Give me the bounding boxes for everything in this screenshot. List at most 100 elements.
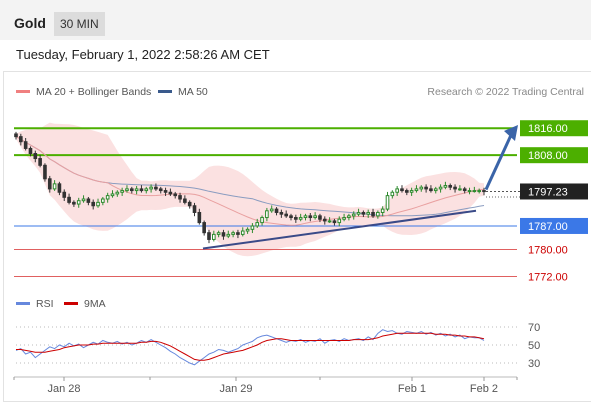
candle-body (105, 195, 110, 200)
price-plot: 1816.00 1808.00 1787.00 1780.00 1772.00 1797.… (14, 120, 588, 284)
x-tick-label: Feb 2 (470, 383, 498, 395)
candle-body (149, 186, 153, 190)
rsi-legend-label: RSI (36, 298, 54, 310)
candle-body (240, 230, 245, 235)
candle-body (303, 215, 308, 219)
candle-body (313, 215, 317, 219)
candle-body (255, 222, 260, 227)
candle-body (366, 211, 371, 215)
candle-body (429, 188, 433, 192)
level-label-1816.00: 1816.00 (528, 123, 568, 135)
candle-body (467, 190, 472, 193)
candle-body (62, 191, 67, 198)
candle-body (458, 188, 462, 191)
candle-body (207, 232, 211, 240)
chart-datetime: Tuesday, February 1, 2022 2:58:26 AM CET (16, 47, 270, 62)
candle-body (414, 188, 419, 192)
candle-body (115, 191, 120, 195)
candle-body (226, 233, 231, 237)
x-axis: Jan 28 Jan 29 Feb 1 Feb 2 (13, 376, 518, 395)
rsi-tick-70: 70 (528, 322, 540, 334)
level-label-1772.00: 1772.00 (528, 272, 568, 284)
ma20-legend-swatch (16, 90, 30, 93)
level-label-1808.00: 1808.00 (528, 150, 568, 162)
candle-body (236, 232, 240, 235)
candle-body (380, 208, 385, 213)
candle-body (38, 158, 42, 166)
candle-body (168, 191, 173, 195)
rsi-ma-line (16, 332, 485, 361)
candle-body (28, 147, 33, 154)
candle-body (23, 141, 28, 149)
candle-body (477, 190, 481, 193)
candle-body (453, 186, 457, 190)
candle-body (76, 200, 81, 205)
candle-body (400, 188, 404, 192)
ma9-legend-label: 9MA (84, 298, 106, 310)
candle-body (139, 188, 144, 192)
level-label-1787.00: 1787.00 (528, 221, 568, 233)
candle-body (351, 213, 356, 217)
candle-body (462, 188, 467, 192)
candle-body (448, 185, 453, 188)
candle-body (294, 217, 298, 220)
ma50-legend-label: MA 50 (178, 86, 208, 98)
x-tick-label: Feb 1 (398, 383, 426, 395)
last-price-label: 1797.23 (528, 186, 568, 198)
trend-line (202, 209, 477, 250)
candle-body (52, 183, 57, 190)
candle-body (424, 186, 428, 190)
candle-body (67, 196, 71, 203)
candle-body (245, 228, 250, 232)
candle-body (187, 201, 192, 207)
candle-body (216, 232, 221, 235)
candle-body (284, 213, 288, 217)
candle-body (86, 198, 91, 203)
level-label-1780.00: 1780.00 (528, 245, 568, 257)
candle-body (385, 195, 390, 210)
candle-body (96, 201, 100, 207)
symbol-title: Gold (14, 15, 46, 31)
candle-body (197, 211, 202, 224)
projection-arrow-shaft (484, 132, 514, 191)
candle-body (19, 136, 23, 143)
rsi-line (15, 329, 485, 366)
candle-body (347, 215, 351, 219)
ma50-legend-swatch (158, 90, 172, 93)
candle-body (178, 195, 182, 200)
candle-body (274, 208, 279, 213)
candle-body (279, 211, 284, 215)
projection-arrow-head (504, 124, 518, 141)
x-tick-label: Jan 28 (47, 383, 80, 395)
candle-body (419, 186, 424, 190)
candle-body (154, 186, 158, 190)
candle-body (327, 220, 332, 223)
candle-body (125, 188, 129, 192)
candle-body (409, 190, 414, 193)
candle-body (47, 178, 52, 190)
candle-body (192, 205, 197, 213)
candle-body (43, 164, 47, 180)
candle-body (72, 201, 76, 205)
candle-body (14, 133, 18, 138)
candle-body (221, 232, 226, 237)
level-tag-1787.00 (520, 217, 588, 234)
timeframe-button[interactable]: 30 MIN (54, 12, 105, 36)
candle-body (289, 215, 293, 219)
chart-frame (3, 71, 591, 402)
candle-body (163, 190, 168, 193)
candle-body (395, 188, 399, 193)
candle-body (129, 188, 134, 192)
candle-body (361, 211, 366, 215)
ma20-legend-label: MA 20 + Bollinger Bands (36, 86, 151, 98)
x-tick-label: Jan 29 (219, 383, 252, 395)
candle-body (134, 188, 139, 192)
candle-body (57, 183, 62, 193)
candle-body (342, 217, 346, 220)
bollinger-band (16, 122, 484, 257)
candle-body (371, 211, 375, 217)
candle-body (183, 198, 187, 203)
candle-body (332, 220, 337, 224)
candle-body (482, 190, 486, 193)
candle-body (120, 190, 124, 193)
